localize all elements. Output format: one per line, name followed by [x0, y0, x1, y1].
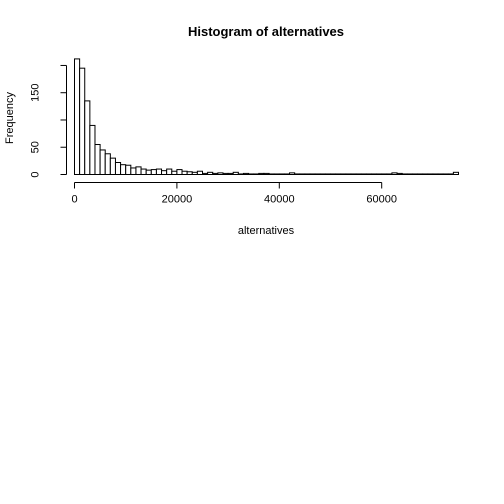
histogram-bar	[411, 173, 419, 175]
histogram-bar	[74, 58, 81, 175]
histogram-bar	[79, 67, 86, 175]
histogram-bar	[191, 171, 198, 176]
histogram-bar	[84, 100, 91, 175]
histogram-bar	[217, 172, 224, 176]
histogram-bar	[181, 170, 188, 175]
histogram-bar	[155, 168, 163, 176]
x-tick-label: 60000	[366, 194, 397, 206]
histogram-bar	[376, 173, 383, 175]
histogram-bar	[130, 167, 137, 176]
histogram-bar	[268, 173, 275, 175]
histogram-bar	[140, 168, 147, 176]
y-axis: 0 50 150	[30, 64, 67, 178]
histogram-bar	[396, 172, 403, 176]
histogram-bar	[237, 173, 244, 175]
x-axis: 0 20000 40000 60000	[71, 182, 397, 206]
histogram-bar	[135, 166, 142, 175]
histogram-bar	[212, 172, 219, 176]
histogram-bar	[370, 173, 378, 175]
histogram-bar	[437, 173, 444, 175]
histogram-bar	[381, 173, 388, 175]
histogram-bar	[422, 173, 429, 175]
histogram-bar	[125, 164, 132, 175]
histogram-bar	[145, 169, 152, 175]
histogram-bar	[335, 173, 342, 175]
histogram-bar	[263, 172, 270, 176]
histogram-bar	[202, 172, 209, 176]
y-tick-label: 50	[30, 141, 42, 153]
histogram-bar	[350, 173, 357, 175]
histogram-bar	[406, 173, 413, 175]
histogram-bar	[427, 173, 434, 175]
chart-title: Histogram of alternatives	[188, 24, 344, 39]
histogram-bar	[273, 173, 280, 175]
histogram-bar	[417, 173, 424, 175]
histogram-bar	[391, 172, 398, 176]
histogram-bar	[289, 172, 296, 176]
histogram-bar	[386, 173, 393, 175]
x-axis-label: alternatives	[238, 225, 295, 237]
histogram-bar	[360, 173, 367, 175]
histogram-bar	[161, 170, 168, 175]
histogram-bar	[330, 173, 337, 175]
histogram-bar	[248, 173, 255, 175]
histogram-bar	[242, 172, 250, 176]
histogram-bar	[447, 173, 454, 175]
histogram-bar	[340, 173, 347, 175]
histogram-bar	[104, 153, 111, 175]
x-tick-label: 20000	[162, 194, 193, 206]
histogram-bar	[171, 170, 178, 175]
histogram-bar	[222, 172, 229, 176]
histogram-bar	[452, 171, 460, 176]
histogram-bar	[114, 162, 122, 175]
histogram-bar	[283, 173, 291, 175]
histogram-bar	[319, 173, 326, 175]
histogram-bar	[355, 173, 362, 175]
histogram-bar	[120, 164, 127, 176]
histogram-bar	[109, 157, 116, 175]
histogram-bar	[166, 168, 173, 176]
histogram-bar	[196, 170, 204, 175]
histogram-bar	[309, 173, 316, 175]
histogram-bar	[304, 173, 311, 175]
histogram-bar	[432, 173, 439, 175]
x-tick-label: 40000	[264, 194, 295, 206]
y-axis-label: Frequency	[4, 92, 16, 144]
histogram-bar	[207, 171, 214, 176]
histogram-bar	[314, 173, 321, 175]
histogram-bar	[89, 124, 96, 175]
histogram-bar	[227, 172, 234, 176]
histogram-bar	[324, 173, 332, 175]
histogram-bar	[278, 173, 285, 175]
histogram-bar	[253, 173, 260, 175]
histogram-bar	[258, 172, 265, 176]
y-tick-label: 150	[30, 84, 42, 102]
histogram-bar	[186, 171, 193, 176]
histogram-bar	[365, 173, 372, 175]
histogram-bar	[442, 173, 449, 175]
histogram-bar	[299, 173, 306, 175]
histogram-bar	[401, 173, 408, 175]
histogram-bars	[74, 58, 460, 176]
histogram-bar	[294, 173, 301, 175]
histogram-bar	[150, 169, 157, 175]
y-tick-label: 0	[30, 171, 42, 177]
x-tick-label: 0	[71, 194, 77, 206]
histogram-bar	[99, 149, 106, 176]
histogram-bar	[345, 173, 352, 175]
histogram-bar	[94, 144, 101, 175]
histogram-bar	[232, 171, 239, 176]
histogram-bar	[176, 169, 183, 175]
